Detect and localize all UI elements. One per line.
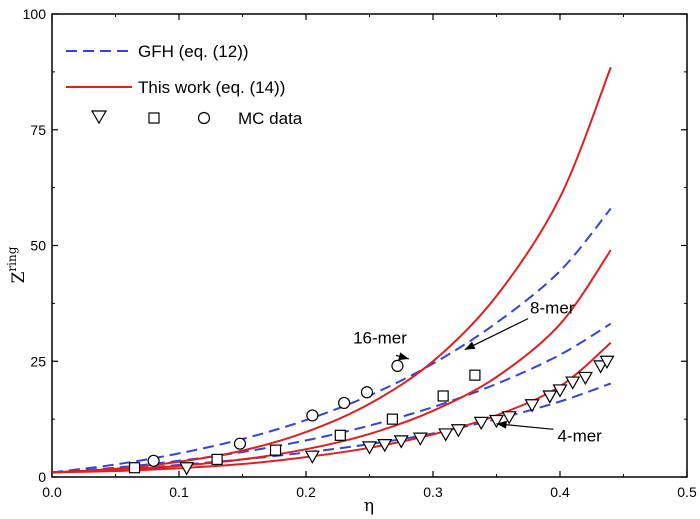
mc-point-16-mer xyxy=(233,437,247,450)
legend-circle-marker xyxy=(197,111,211,125)
series-line-this-work-8-mer xyxy=(51,249,612,474)
legend: GFH (eq. (12)) This work (eq. (14)) MC d… xyxy=(66,42,303,128)
mc-point-4-mer xyxy=(377,438,393,453)
series-line-gfh-4-mer xyxy=(51,382,612,474)
y-tick-label: 50 xyxy=(30,238,46,254)
mc-point-16-mer xyxy=(306,409,319,422)
annotation-arrowhead-4-mer xyxy=(496,420,507,429)
annotation-label-8-mer: 8-mer xyxy=(530,299,575,318)
y-tick-label: 0 xyxy=(38,469,46,485)
y-tick-label: 75 xyxy=(30,122,46,138)
mc-point-4-mer xyxy=(524,399,540,413)
x-tick-label: 0.0 xyxy=(42,484,62,500)
mc-point-4-mer xyxy=(542,390,558,404)
mc-point-16-mer xyxy=(338,396,351,410)
annotation-arrowhead-8-mer xyxy=(464,341,476,350)
mc-point-16-mer xyxy=(391,359,404,372)
y-tick-label: 100 xyxy=(23,6,47,22)
mc-point-4-mer xyxy=(361,441,378,455)
legend-this-work-label: This work (eq. (14)) xyxy=(138,78,285,97)
mc-point-4-mer xyxy=(488,414,505,429)
mc-point-4-mer xyxy=(565,376,581,390)
mc-point-16-mer xyxy=(147,454,160,467)
y-axis-label-main: Z xyxy=(9,271,29,283)
annotation-arrowhead-16-mer xyxy=(398,352,409,361)
mc-point-4-mer xyxy=(304,450,320,464)
svg-text:Zring: Zring xyxy=(5,246,29,283)
mc-point-4-mer xyxy=(412,432,428,446)
mc-point-4-mer xyxy=(473,416,489,431)
mc-point-4-mer xyxy=(438,428,454,442)
mc-point-8-mer xyxy=(386,413,398,425)
x-tick-label: 0.1 xyxy=(169,484,189,500)
ticks: 0.0 0.1 0.2 0.3 0.4 0.5 0 25 50 75 100 xyxy=(23,6,697,500)
mc-point-8-mer xyxy=(269,444,282,456)
y-axis-label: Zring xyxy=(5,246,29,283)
mc-point-4-mer xyxy=(552,384,568,398)
mc-point-4-mer xyxy=(501,411,517,425)
mc-point-4-mer xyxy=(393,435,409,449)
mc-point-8-mer xyxy=(334,429,346,441)
legend-triangle-marker xyxy=(90,110,108,125)
x-tick-label: 0.5 xyxy=(677,484,697,500)
series-line-this-work-4-mer xyxy=(51,341,612,474)
annotation-layer: 16-mer 8-mer 4-mer xyxy=(353,299,602,446)
mc-point-4-mer xyxy=(599,355,615,369)
y-axis-label-superscript: ring xyxy=(5,246,19,271)
series-layer xyxy=(51,66,612,474)
mc-point-4-mer xyxy=(179,462,195,476)
y-tick-label: 25 xyxy=(30,353,46,369)
series-line-this-work-16-mer xyxy=(51,66,612,474)
x-tick-label: 0.4 xyxy=(550,484,570,500)
annotation-label-4-mer: 4-mer xyxy=(557,426,602,445)
x-tick-label: 0.3 xyxy=(423,484,443,500)
mc-point-8-mer xyxy=(211,453,223,466)
mc-point-4-mer xyxy=(593,360,609,374)
legend-mc-label: MC data xyxy=(238,109,303,128)
annotation-arrow-8-mer xyxy=(464,318,529,351)
series-line-gfh-16-mer xyxy=(51,207,612,474)
mc-point-16-mer xyxy=(360,386,374,399)
x-axis-label: η xyxy=(364,496,374,516)
mc-point-4-mer xyxy=(577,371,593,386)
annotation-label-16-mer: 16-mer xyxy=(353,328,407,347)
legend-square-marker xyxy=(148,112,160,124)
marker-layer xyxy=(128,355,615,476)
mc-point-4-mer xyxy=(450,424,466,438)
legend-gfh-label: GFH (eq. (12)) xyxy=(138,42,249,61)
mc-point-8-mer xyxy=(469,369,481,381)
mc-point-8-mer xyxy=(437,390,449,402)
mc-point-8-mer xyxy=(128,462,141,474)
x-tick-label: 0.2 xyxy=(296,484,316,500)
